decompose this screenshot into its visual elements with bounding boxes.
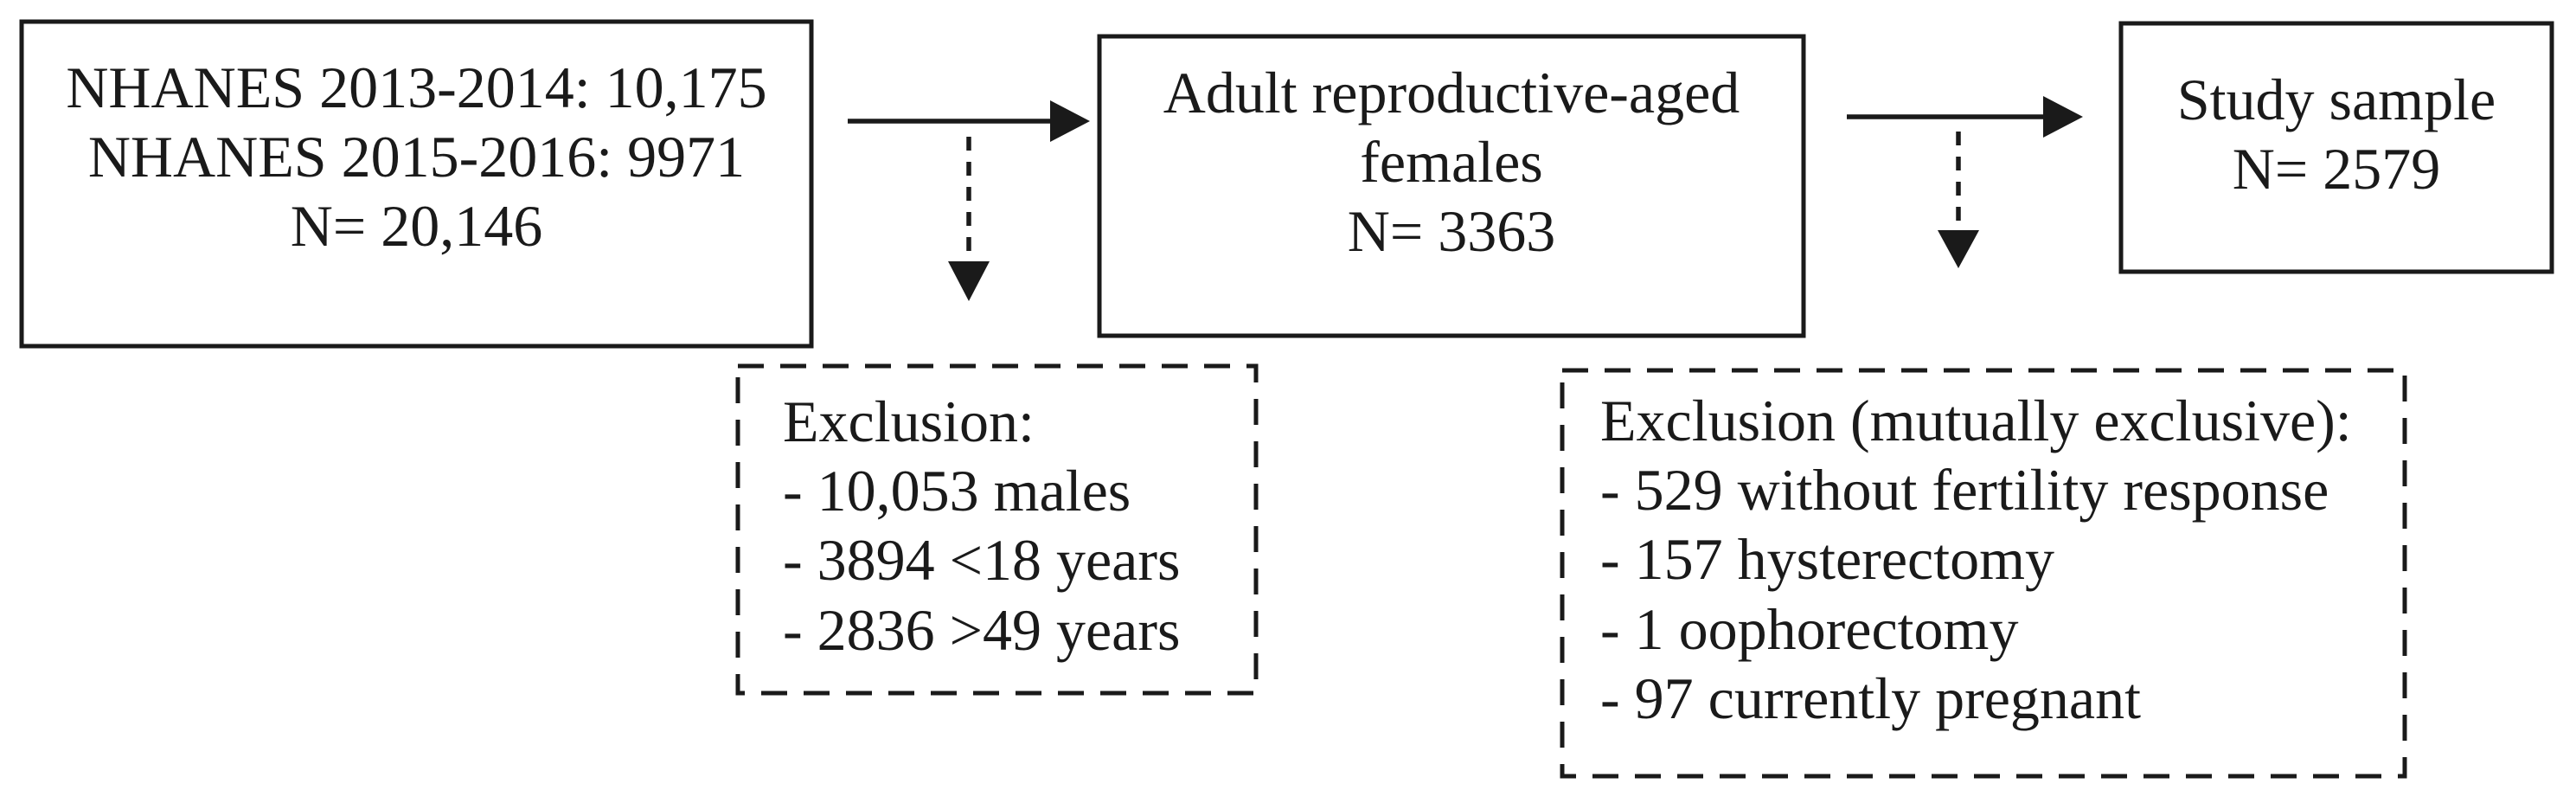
cohort-box-outline (19, 19, 814, 349)
dashed-arrow-to-exclusion1 (948, 137, 990, 301)
exclusion1-item-1: - 10,053 males (783, 458, 1131, 524)
sample-line-1: Study sample (2176, 67, 2496, 132)
exclusion2-item-2: - 157 hysterectomy (1600, 526, 2054, 593)
exclusion1-title: Exclusion: (783, 389, 1035, 454)
exclusion1-box-outline (735, 363, 1259, 696)
arrow-right-head-icon (1050, 100, 1090, 142)
dashed-arrow-to-exclusion2 (1938, 132, 1979, 268)
cohort-line-1: NHANES 2013-2014: 10,175 (66, 55, 767, 120)
cohort-line-2: NHANES 2015-2016: 9971 (87, 124, 746, 190)
cohort-line-3: N= 20,146 (290, 193, 543, 260)
exclusion2-title: Exclusion (mutually exclusive): (1600, 388, 2352, 453)
sample-box: Study sample N= 2579 (2121, 23, 2552, 203)
arrow-females-to-sample (1847, 96, 2083, 138)
exclusion2-box-outline (1560, 368, 2407, 779)
arrow-down-head-icon (948, 261, 990, 301)
females-line-2: females (1360, 129, 1543, 196)
females-box: Adult reproductive-aged females N= 3363 (1099, 36, 1804, 267)
arrow-right-head-icon (2043, 96, 2083, 138)
exclusion2-item-1: - 529 without fertility response (1600, 457, 2329, 524)
sample-line-2: N= 2579 (2232, 136, 2441, 202)
exclusion2-item-4: - 97 currently pregnant (1600, 665, 2141, 731)
females-line-3: N= 3363 (1347, 198, 1556, 265)
exclusion1-item-3: - 2836 >49 years (783, 596, 1181, 663)
exclusion1-item-2: - 3894 <18 years (783, 527, 1181, 594)
females-line-1: Adult reproductive-aged (1163, 60, 1740, 125)
arrow-cohort-to-females (848, 100, 1090, 142)
exclusion1-box: Exclusion: - 10,053 males - 3894 <18 yea… (738, 366, 1256, 665)
females-box-outline (1097, 34, 1806, 338)
cohort-box: NHANES 2013-2014: 10,175 NHANES 2015-201… (22, 22, 811, 261)
sample-box-outline (2118, 21, 2554, 274)
arrow-down-head-icon (1938, 230, 1979, 268)
exclusion2-box: Exclusion (mutually exclusive): - 529 wi… (1562, 370, 2405, 733)
exclusion2-item-3: - 1 oophorectomy (1600, 595, 2019, 662)
